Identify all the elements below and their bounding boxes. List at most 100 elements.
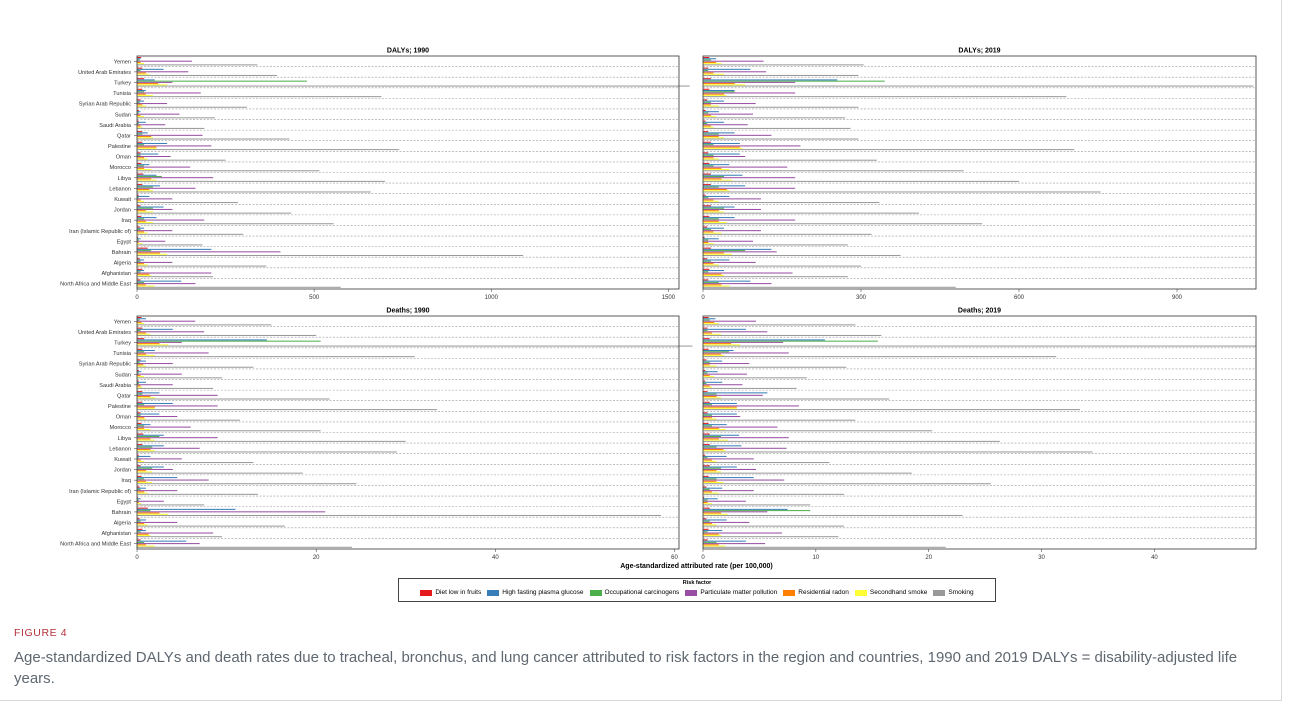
- bar: [703, 250, 746, 252]
- bar: [137, 341, 182, 343]
- bar: [703, 391, 708, 393]
- legend-label: Smoking: [948, 589, 974, 596]
- bar: [703, 409, 1080, 411]
- bar: [137, 177, 214, 179]
- bar: [703, 339, 825, 341]
- bar: [703, 195, 730, 197]
- bar: [703, 483, 991, 485]
- bar: [703, 503, 713, 505]
- bar: [703, 465, 710, 467]
- bar: [703, 80, 885, 82]
- bar: [703, 138, 859, 140]
- bar: [137, 94, 153, 96]
- bar: [137, 191, 371, 193]
- bar: [137, 393, 143, 395]
- bar: [703, 60, 764, 62]
- bar: [703, 211, 725, 213]
- bar: [703, 546, 946, 548]
- bar: [703, 241, 709, 243]
- x-tick-label: 0: [701, 555, 705, 561]
- bar: [137, 479, 209, 481]
- bar: [703, 438, 719, 440]
- bar: [703, 440, 1000, 442]
- bar: [137, 127, 205, 129]
- bar: [703, 343, 732, 345]
- bar: [137, 413, 160, 415]
- bar: [137, 159, 226, 161]
- bar: [703, 451, 1093, 453]
- bar: [137, 248, 212, 250]
- bar: [137, 258, 140, 260]
- bar: [703, 189, 727, 191]
- bar: [703, 70, 709, 72]
- bar: [703, 365, 717, 367]
- bar: [703, 467, 722, 469]
- bar: [137, 260, 141, 262]
- bar: [703, 232, 722, 234]
- bar: [703, 134, 772, 136]
- bar: [137, 492, 148, 494]
- panel-border: [702, 55, 1257, 290]
- category-label: Yemen: [114, 319, 131, 325]
- bar: [703, 457, 708, 459]
- bar: [137, 383, 139, 385]
- bar: [703, 545, 726, 547]
- category-label: Turkey: [114, 80, 131, 86]
- bar: [137, 259, 145, 261]
- bar: [137, 132, 148, 134]
- bar: [137, 433, 144, 435]
- x-axis-label: Age-standardized attributed rate (per 10…: [620, 563, 773, 570]
- bar: [137, 187, 196, 189]
- bar: [703, 384, 743, 386]
- legend-swatch: [933, 589, 946, 596]
- bar: [137, 508, 236, 510]
- bar: [137, 239, 139, 241]
- bar: [703, 190, 730, 192]
- bar: [137, 524, 148, 526]
- bar: [703, 78, 711, 80]
- bar: [137, 466, 164, 468]
- bar: [137, 503, 142, 505]
- bar: [703, 199, 714, 201]
- bar: [137, 543, 200, 545]
- bar: [703, 91, 735, 93]
- bar: [703, 244, 848, 246]
- bar: [703, 73, 725, 75]
- legend-item: Secondhand smoke: [854, 589, 927, 596]
- bar: [703, 223, 983, 225]
- bar: [703, 477, 754, 479]
- bar: [137, 79, 155, 81]
- bar: [137, 320, 196, 322]
- bar: [703, 447, 787, 449]
- bar: [137, 513, 169, 515]
- bar: [137, 332, 146, 334]
- bar: [703, 360, 723, 362]
- bar: [703, 499, 708, 501]
- bar: [137, 198, 173, 200]
- bar: [703, 198, 761, 200]
- legend-items: Diet low in fruits High fasting plasma gl…: [399, 589, 995, 596]
- bar: [137, 387, 214, 389]
- category-label: Morocco: [110, 165, 131, 171]
- bar: [137, 268, 143, 270]
- bar: [703, 88, 710, 90]
- bar: [137, 92, 201, 94]
- panel: Deaths; 2019 0 10 20 30 40: [701, 304, 1257, 561]
- bar: [703, 261, 756, 263]
- bar: [703, 478, 717, 480]
- bar: [703, 383, 707, 385]
- bar: [137, 402, 173, 404]
- bar: [703, 159, 877, 161]
- bar: [703, 426, 778, 428]
- bar: [137, 343, 160, 345]
- bar: [137, 409, 438, 411]
- bar: [137, 532, 214, 534]
- category-label: Palestine: [108, 404, 131, 410]
- bar: [137, 445, 164, 447]
- bar: [137, 231, 145, 233]
- bar: [137, 472, 303, 474]
- bar: [137, 426, 191, 428]
- bar: [137, 323, 145, 325]
- bar: [137, 59, 140, 61]
- bar: [703, 185, 746, 187]
